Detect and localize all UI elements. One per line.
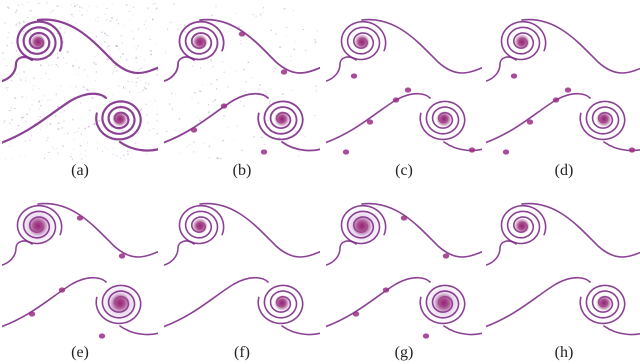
secondary-vortex (404, 87, 412, 93)
shear-layer (326, 276, 431, 328)
panel-caption: (h) (554, 344, 574, 361)
shear-layer (361, 202, 482, 258)
shear-layer (36, 18, 158, 75)
panel-caption: (a) (71, 162, 89, 179)
panel-3 (326, 2, 482, 160)
vortex-core (514, 34, 530, 50)
secondary-vortex (118, 253, 126, 259)
secondary-vortex (190, 127, 198, 133)
panel-1 (2, 2, 158, 160)
secondary-vortex (400, 215, 408, 221)
shear-layer (2, 240, 33, 266)
vortex-core (28, 216, 48, 236)
shear-layer (326, 240, 357, 266)
secondary-vortex (28, 311, 36, 317)
panel-2 (164, 2, 320, 160)
panel-caption: (c) (395, 162, 413, 179)
shear-layer (2, 92, 108, 144)
panel-caption: (d) (554, 162, 574, 179)
secondary-vortex (366, 119, 374, 125)
secondary-vortex (280, 69, 288, 75)
secondary-vortex (98, 333, 106, 339)
secondary-vortex (564, 87, 572, 93)
shear-layer (326, 56, 357, 82)
secondary-vortex (422, 333, 430, 339)
vortex-core (434, 293, 454, 313)
secondary-vortex (76, 215, 84, 221)
vortex-core (274, 295, 290, 311)
vortex-core (274, 111, 290, 127)
vortex-core (436, 111, 452, 127)
secondary-vortex (342, 149, 350, 155)
vortex-core (112, 111, 128, 127)
shear-layer (119, 325, 158, 336)
shear-layer (603, 325, 640, 336)
secondary-vortex (382, 287, 390, 293)
shear-layer (603, 141, 640, 152)
panel-8 (486, 186, 640, 344)
vortex-core (596, 295, 612, 311)
secondary-vortex (350, 73, 358, 79)
panel-caption: (g) (394, 344, 414, 361)
shear-layer (2, 55, 34, 83)
shear-layer (521, 18, 640, 74)
shear-layer (199, 18, 320, 74)
vortex-core (596, 111, 612, 127)
shear-layer (486, 276, 591, 328)
vortex-core (352, 216, 372, 236)
secondary-vortex (392, 97, 400, 103)
panel-5 (2, 186, 158, 344)
shear-layer (486, 240, 517, 266)
vortex-core (192, 218, 208, 234)
panel-7 (326, 186, 482, 344)
shear-layer (486, 56, 517, 82)
secondary-vortex (352, 311, 360, 317)
secondary-vortex (260, 149, 268, 155)
secondary-vortex (468, 147, 476, 153)
shear-layer (443, 141, 482, 152)
shear-layer (443, 325, 482, 336)
shear-layer (521, 202, 640, 258)
secondary-vortex (510, 73, 518, 79)
shear-layer (361, 18, 482, 74)
vortex-core (354, 34, 370, 50)
secondary-vortex (58, 287, 66, 293)
vortex-core (110, 293, 130, 313)
secondary-vortex (502, 149, 510, 155)
shear-layer (199, 202, 320, 258)
shear-layer (2, 276, 107, 328)
panel-caption: (f) (234, 344, 250, 361)
shear-layer (281, 141, 320, 152)
secondary-vortex (238, 31, 246, 37)
secondary-vortex (552, 97, 560, 103)
panel-caption: (b) (232, 162, 252, 179)
panel-6 (164, 186, 320, 344)
secondary-vortex (220, 103, 228, 109)
secondary-vortex (628, 147, 636, 153)
vortex-core (514, 218, 530, 234)
secondary-vortex (526, 119, 534, 125)
shear-layer (37, 202, 158, 258)
vortex-core (30, 34, 46, 50)
secondary-vortex (442, 253, 450, 259)
panel-caption: (e) (71, 344, 89, 361)
shear-layer (164, 92, 269, 144)
vortex-core (192, 34, 208, 50)
shear-layer (164, 240, 195, 266)
shear-layer (164, 56, 195, 82)
shear-layer (118, 140, 158, 152)
shear-layer (281, 325, 320, 336)
panel-4 (486, 2, 640, 160)
shear-layer (164, 276, 269, 328)
